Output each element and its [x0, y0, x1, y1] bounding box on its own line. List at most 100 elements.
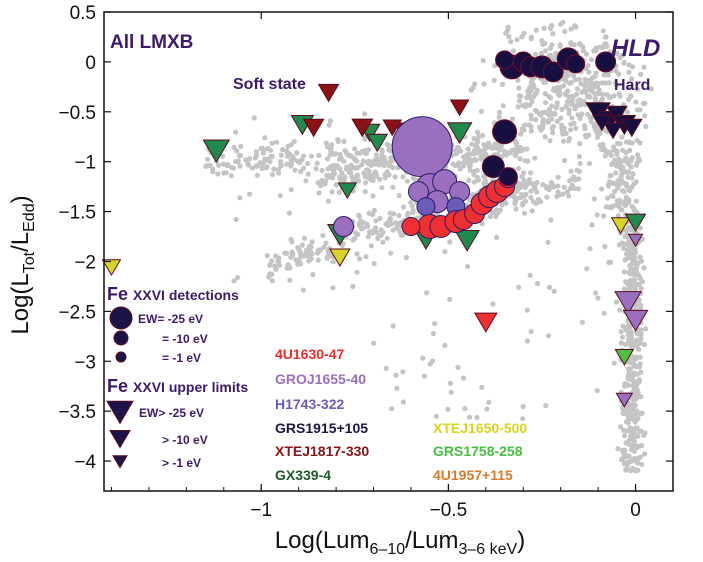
background-point: [465, 146, 471, 152]
background-point: [466, 177, 472, 184]
background-point: [626, 415, 632, 421]
background-point: [355, 178, 362, 184]
background-point: [325, 156, 331, 162]
background-point: [301, 165, 307, 171]
background-point: [468, 87, 474, 93]
background-point: [432, 321, 438, 327]
background-point: [526, 176, 532, 183]
legend-upper-limits-title: Fe XXVI upper limits: [107, 376, 248, 396]
background-point: [562, 28, 568, 34]
detection-marker: [416, 197, 436, 217]
background-point: [336, 189, 342, 195]
background-point: [638, 335, 644, 342]
background-point: [604, 92, 610, 98]
background-point: [540, 116, 546, 123]
background-point: [516, 98, 523, 104]
background-point: [567, 127, 574, 133]
background-point: [612, 79, 619, 86]
background-point: [360, 158, 366, 164]
background-point: [637, 454, 643, 460]
background-point: [276, 259, 282, 265]
background-point: [520, 403, 526, 410]
legend-upper-limit-label: > -1 eV: [162, 456, 201, 470]
background-point: [509, 116, 516, 122]
legend-upper-limit-label: > -10 eV: [162, 433, 208, 447]
background-point: [528, 116, 535, 122]
background-point: [635, 346, 641, 352]
background-point: [228, 173, 234, 179]
y-tick-label: −4: [74, 452, 96, 473]
background-point: [579, 89, 585, 95]
background-point: [344, 150, 350, 156]
background-point: [433, 413, 439, 419]
background-point: [205, 156, 211, 162]
background-point: [555, 183, 561, 189]
background-point: [355, 173, 361, 179]
background-point: [324, 255, 330, 261]
background-point: [362, 189, 368, 195]
background-point: [528, 188, 534, 194]
legend-detections-title: Fe XXVI detections: [107, 284, 239, 304]
background-point: [625, 159, 632, 165]
background-point: [622, 433, 628, 439]
background-point: [595, 295, 601, 301]
background-point: [464, 263, 471, 269]
background-point: [258, 146, 264, 152]
background-point: [602, 153, 609, 159]
background-point: [617, 93, 623, 99]
background-point: [328, 146, 334, 152]
marker-legend: Fe XXVI detections EW= -25 eV = -10 eV = -…: [106, 284, 248, 470]
background-point: [543, 402, 549, 409]
background-point: [269, 140, 275, 146]
background-point: [377, 215, 383, 221]
background-point: [553, 50, 559, 57]
upper-limit-marker: [610, 217, 631, 235]
background-point: [615, 446, 621, 452]
background-point: [299, 242, 305, 248]
background-point: [549, 126, 555, 132]
background-point: [410, 175, 416, 181]
background-point: [445, 406, 451, 412]
background-point: [498, 143, 504, 149]
background-point: [603, 41, 609, 47]
background-point: [528, 194, 534, 201]
background-point: [497, 109, 503, 115]
background-point: [637, 411, 643, 417]
background-point: [621, 245, 627, 251]
y-tick-label: −2: [74, 252, 96, 273]
background-point: [259, 165, 265, 172]
background-point: [624, 280, 631, 286]
background-point: [460, 375, 467, 381]
background-point: [309, 251, 315, 257]
background-point: [594, 134, 601, 140]
background-point: [632, 412, 638, 418]
background-point: [262, 135, 268, 141]
background-point: [615, 158, 621, 164]
background-point: [582, 123, 588, 129]
upper-limit-marker: [624, 213, 647, 233]
background-point: [382, 159, 388, 165]
background-point: [405, 212, 411, 218]
legend-detections-items: EW= -25 eV = -10 eV = -1 eV: [109, 306, 208, 365]
background-point: [264, 253, 270, 259]
background-point: [552, 110, 558, 116]
background-point: [527, 272, 533, 278]
background-point: [621, 200, 627, 206]
background-point: [630, 171, 636, 177]
background-point: [623, 169, 629, 175]
background-point: [378, 232, 384, 238]
background-point: [549, 103, 555, 109]
background-point: [376, 162, 383, 168]
upper-limit-marker: [615, 392, 634, 408]
background-point: [324, 172, 330, 178]
background-point: [522, 184, 528, 190]
background-point: [249, 165, 256, 171]
source-legend-entry: XTEJ1650-500: [433, 420, 527, 436]
background-point: [321, 244, 327, 250]
background-point: [508, 38, 514, 45]
background-point: [365, 223, 371, 230]
background-point: [619, 134, 625, 140]
background-point: [288, 160, 295, 166]
upper-limit-marker: [351, 118, 374, 138]
background-point: [643, 123, 649, 130]
